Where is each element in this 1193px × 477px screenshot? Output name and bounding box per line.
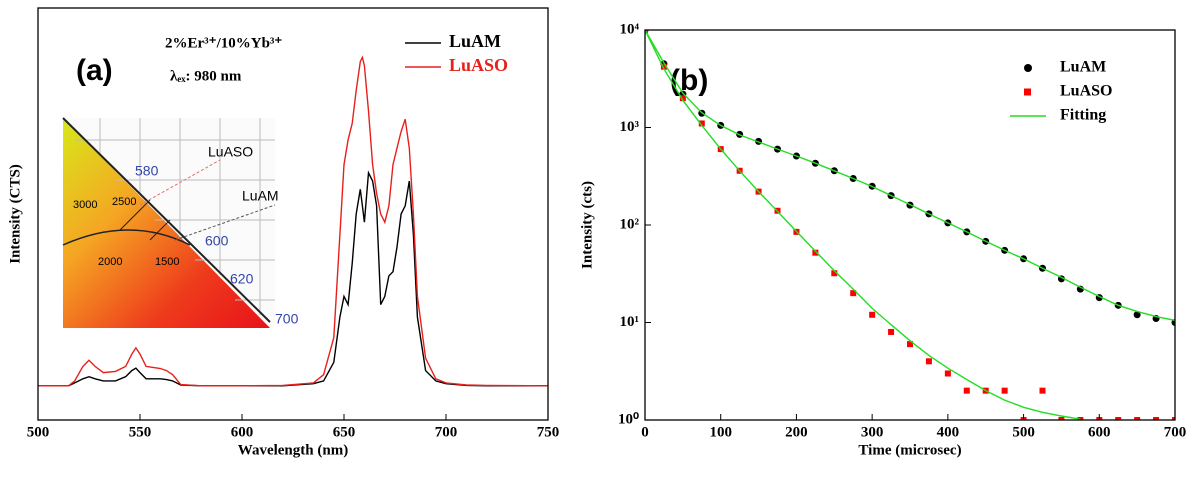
data-point — [963, 387, 970, 394]
series-line — [38, 55, 548, 387]
data-point — [1133, 311, 1141, 319]
data-point — [660, 63, 667, 70]
annotation: λₑₓ: 980 nm — [170, 68, 242, 84]
x-tick-label: 650 — [333, 424, 356, 440]
x-tick-label: 200 — [785, 424, 808, 440]
plot-area — [645, 30, 1175, 420]
x-tick-label: 600 — [1088, 424, 1111, 440]
isotherm — [119, 199, 151, 231]
y-tick-label: 10⁴ — [620, 21, 640, 37]
data-point — [1115, 417, 1122, 420]
series-line — [38, 170, 548, 387]
x-axis-title: Time (microsec) — [858, 442, 961, 458]
data-point — [1058, 417, 1065, 420]
x-tick-label: 700 — [435, 424, 458, 440]
x-tick-label: 700 — [1164, 424, 1187, 440]
inset-label: 580 — [135, 163, 159, 179]
inset-label: 700 — [275, 311, 299, 327]
x-tick-label: 750 — [537, 424, 560, 440]
pointer-line — [139, 159, 221, 206]
x-tick-label: 500 — [1012, 424, 1035, 440]
data-point — [831, 270, 838, 277]
x-tick-label: 0 — [641, 424, 649, 440]
series-line — [645, 30, 1175, 420]
data-point — [850, 290, 857, 297]
x-tick-label: 100 — [709, 424, 732, 440]
legend-swatch — [1024, 64, 1032, 72]
data-point — [944, 370, 951, 377]
legend-label: Fitting — [1060, 107, 1106, 124]
data-point — [1172, 417, 1175, 420]
data-point — [1039, 387, 1046, 394]
data-point — [869, 311, 876, 318]
spectral-locus — [62, 117, 271, 323]
inset-label: 620 — [230, 271, 254, 287]
plot-frame — [37, 7, 549, 421]
inset-label: 1500 — [155, 256, 179, 268]
isotherm — [149, 219, 171, 241]
cie-inset: LuASO 580 LuAM 3000 2500 600 2000 1500 6… — [62, 117, 299, 328]
data-point — [925, 358, 932, 365]
plot-area — [38, 55, 548, 387]
data-point — [679, 95, 686, 102]
inset-label: LuASO — [208, 144, 253, 160]
inset-grid — [75, 118, 275, 315]
x-tick-label: 550 — [129, 424, 152, 440]
inset-label: LuAM — [242, 188, 279, 204]
legend-label: LuASO — [1060, 83, 1112, 100]
inset-label: 3000 — [73, 199, 97, 211]
x-axis-title: Wavelength (nm) — [238, 442, 348, 458]
y-axis-title: Intensity (cts) — [579, 181, 595, 269]
y-axis-title: Intensity (CTS) — [7, 164, 23, 264]
data-point — [812, 249, 819, 256]
annotation: 2%Er³⁺/10%Yb³⁺ — [165, 35, 282, 51]
y-tick-label: 10³ — [620, 119, 640, 135]
inset-label: 2000 — [98, 256, 122, 268]
pointer-line — [174, 204, 276, 241]
data-point — [1153, 417, 1160, 420]
panel-label: (a) — [76, 54, 113, 87]
y-tick-label: 10⁰ — [618, 411, 639, 427]
y-tick-label: 10² — [620, 216, 640, 232]
x-tick-label: 400 — [937, 424, 960, 440]
x-tick-label: 600 — [231, 424, 254, 440]
x-tick-label: 300 — [861, 424, 884, 440]
data-point — [1134, 417, 1141, 420]
x-tick-label: 500 — [27, 424, 50, 440]
data-point — [907, 341, 913, 348]
panel-label: (b) — [670, 64, 708, 97]
data-point — [888, 328, 895, 335]
legend-label: LuAM — [449, 31, 501, 51]
inset-label: 2500 — [112, 196, 136, 208]
inset-label: 600 — [205, 233, 229, 249]
data-point — [1001, 387, 1008, 394]
legend-label: LuAM — [1060, 59, 1106, 76]
y-tick-label: 10¹ — [620, 314, 640, 330]
legend-swatch — [1024, 88, 1031, 96]
legend-label: LuASO — [449, 55, 508, 75]
data-point — [698, 120, 705, 127]
